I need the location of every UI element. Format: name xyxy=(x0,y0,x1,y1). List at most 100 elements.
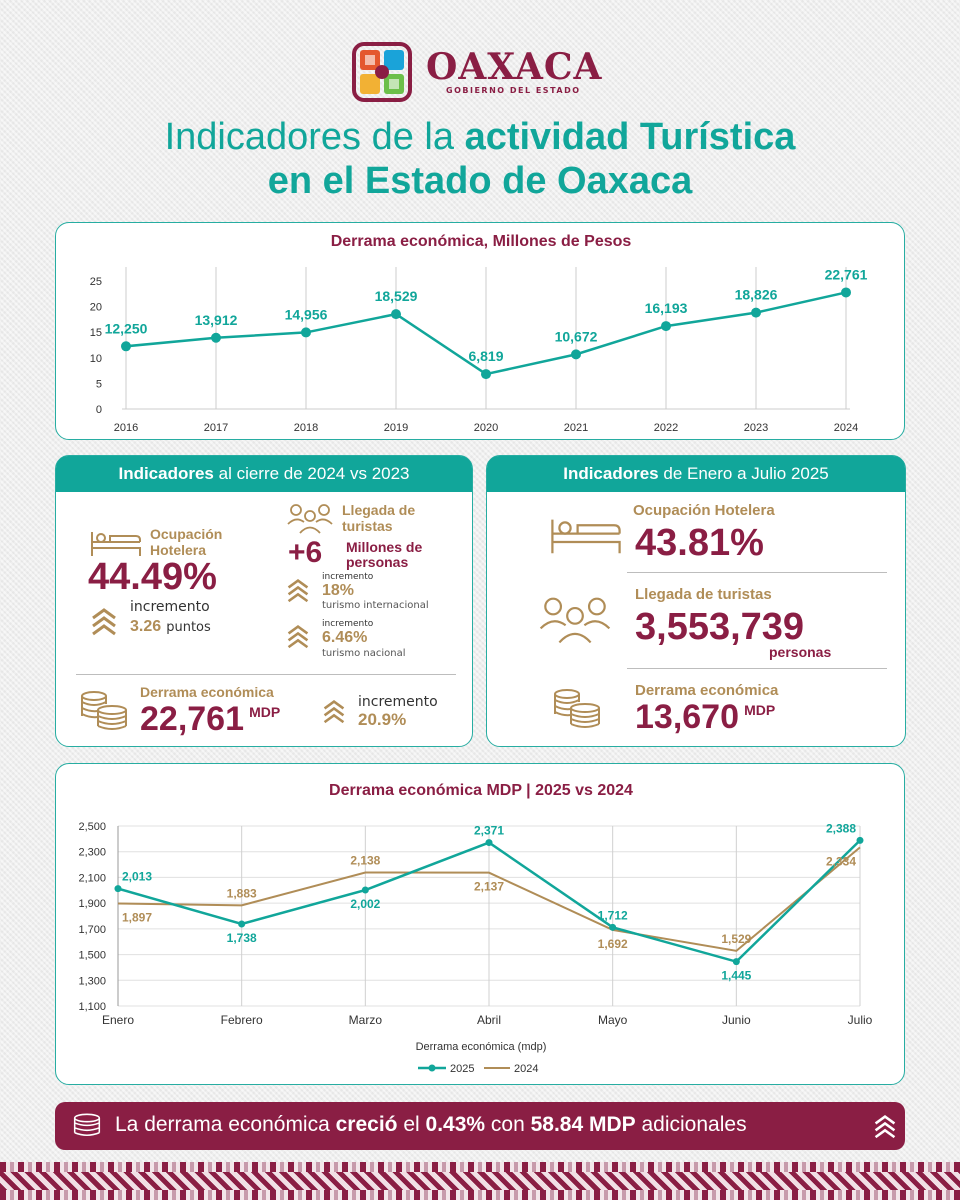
y-tick-label: 25 xyxy=(90,276,102,288)
monthly-derrama-card: Derrama económica MDP | 2025 vs 2024 1,1… xyxy=(55,763,905,1085)
x-tick-label: Mayo xyxy=(598,1013,628,1027)
data-point xyxy=(121,341,131,352)
intl-inc-desc: turismo internacional xyxy=(322,600,429,611)
y-tick-label: 0 xyxy=(96,404,102,416)
indicators-2025-header-bold: Indicadores xyxy=(563,464,659,483)
y-tick-label: 5 xyxy=(96,378,102,390)
nac-inc-value: 6.46% xyxy=(322,629,368,646)
summary-part: con xyxy=(485,1113,531,1136)
series-line-2024 xyxy=(117,846,861,952)
indicators-2025-card: Indicadores de Enero a Julio 2025 Ocupac… xyxy=(486,455,906,747)
data-label: 14,956 xyxy=(285,306,328,322)
data-label: 18,529 xyxy=(375,288,418,304)
data-label-2024: 1,529 xyxy=(721,932,751,946)
nac-inc-desc: turismo nacional xyxy=(322,648,406,659)
summary-part: 0.43% xyxy=(425,1113,486,1136)
indicators-2024-header-bold: Indicadores xyxy=(118,464,214,483)
y-tick-label: 1,900 xyxy=(78,898,106,910)
summary-part: el xyxy=(397,1113,426,1136)
data-label-2025: 2,013 xyxy=(122,870,152,884)
data-label: 18,826 xyxy=(735,287,778,303)
intl-inc-value: 18% xyxy=(322,582,355,599)
data-label-2025: 2,371 xyxy=(474,824,504,838)
coins-icon xyxy=(73,1113,101,1136)
intl-increase-chevrons-icon xyxy=(287,578,309,603)
data-point-2025 xyxy=(732,958,740,966)
data-label: 13,912 xyxy=(195,312,238,328)
bed-icon xyxy=(91,532,141,556)
intl-inc-label: incremento xyxy=(322,572,374,582)
derrama-2024-unit: MDP xyxy=(249,704,281,720)
ocupacion-2024-value: 44.49% xyxy=(88,556,217,598)
title-part: Indicadores de la xyxy=(164,116,465,158)
ocupacion-2024-inc-value: 3.26 xyxy=(130,618,162,635)
x-tick-label: 2022 xyxy=(654,422,678,434)
derrama-2025: 13,670 MDP xyxy=(635,698,775,737)
brand-logo: OAXACA GOBIERNO DEL ESTADO xyxy=(352,40,612,104)
summary-text: La derrama económica creció el 0.43% con… xyxy=(115,1113,747,1137)
y-tick-label: 20 xyxy=(90,302,102,314)
data-point xyxy=(391,309,401,320)
ocupacion-2024-inc-unit: puntos xyxy=(166,620,211,635)
monthly-chart-title: Derrama económica MDP | 2025 vs 2024 xyxy=(329,782,633,799)
data-point xyxy=(841,287,851,298)
derrama-2024-label: Derrama económica xyxy=(140,684,274,700)
ocupacion-2024-inc-label: incremento xyxy=(130,599,210,615)
x-tick-label: 2016 xyxy=(114,422,138,434)
x-tick-label: 2019 xyxy=(384,422,408,434)
legend-marker-2025 xyxy=(428,1064,436,1072)
y-tick-label: 10 xyxy=(90,353,102,365)
data-label: 12,250 xyxy=(105,320,148,336)
annual-derrama-chart: 0 5 10 15 20 25 2016 2017 2018 2019 2020 2021 2022 20… xyxy=(90,266,868,434)
derrama-increase-chevrons-icon xyxy=(323,699,345,724)
x-tick-label: 2021 xyxy=(564,422,588,434)
divider xyxy=(76,674,456,675)
data-label-2025: 1,712 xyxy=(598,908,628,922)
data-point xyxy=(211,332,221,343)
data-point xyxy=(751,307,761,318)
data-label-2024: 2,138 xyxy=(350,854,380,868)
indicators-2025-header-rest: de Enero a Julio 2025 xyxy=(658,464,829,483)
summary-part: 58.84 MDP xyxy=(530,1113,636,1136)
llegada-2024-value: +6 xyxy=(288,536,323,569)
x-tick-label: Junio xyxy=(722,1013,751,1027)
indicators-2024-header: Indicadores al cierre de 2024 vs 2023 xyxy=(56,456,472,492)
data-point xyxy=(661,321,671,332)
llegada-2024-label: Llegada de turistas xyxy=(342,502,416,534)
summary-part: creció xyxy=(335,1113,398,1136)
data-label-2024: 2,334 xyxy=(826,854,856,868)
data-label: 10,672 xyxy=(555,328,598,344)
ocupacion-2024-inc: 3.26 puntos xyxy=(130,616,211,636)
coins-icon xyxy=(81,691,127,730)
derrama-2025-value: 13,670 xyxy=(635,698,739,736)
page-title-line1: Indicadores de la actividad Turística xyxy=(0,114,960,160)
indicators-2025-header: Indicadores de Enero a Julio 2025 xyxy=(487,456,905,492)
legend-label-2025: 2025 xyxy=(450,1063,474,1075)
derrama-2025-unit: MDP xyxy=(744,702,776,718)
derrama-2024-inc-label: incremento xyxy=(358,694,438,710)
legend-label-2024: 2024 xyxy=(514,1063,538,1075)
brand-subtitle: GOBIERNO DEL ESTADO xyxy=(446,86,581,95)
derrama-2024: 22,761 MDP xyxy=(140,700,280,739)
data-point-2025 xyxy=(609,923,617,931)
divider xyxy=(627,572,887,573)
y-tick-label: 15 xyxy=(90,327,102,339)
data-label-2025: 2,002 xyxy=(350,897,380,911)
data-point xyxy=(571,349,581,360)
coins-icon xyxy=(554,689,600,728)
x-tick-label: Marzo xyxy=(349,1013,383,1027)
data-point-2025 xyxy=(361,886,369,894)
summary-banner: La derrama económica creció el 0.43% con… xyxy=(55,1102,905,1150)
llegada-2025-unit: personas xyxy=(769,644,832,660)
derrama-2025-label: Derrama económica xyxy=(635,682,779,699)
ocupacion-2025-value: 43.81% xyxy=(635,522,764,564)
y-tick-label: 1,500 xyxy=(78,950,106,962)
data-point-2025 xyxy=(485,839,493,847)
title-emphasis: actividad Turística xyxy=(464,116,796,158)
nac-increase-chevrons-icon xyxy=(287,624,309,649)
x-tick-label: Abril xyxy=(477,1013,501,1027)
y-tick-label: 1,100 xyxy=(78,1001,106,1013)
data-point-2025 xyxy=(856,836,864,844)
ocupacion-2025-label: Ocupación Hotelera xyxy=(633,502,775,519)
x-tick-label: 2023 xyxy=(744,422,768,434)
